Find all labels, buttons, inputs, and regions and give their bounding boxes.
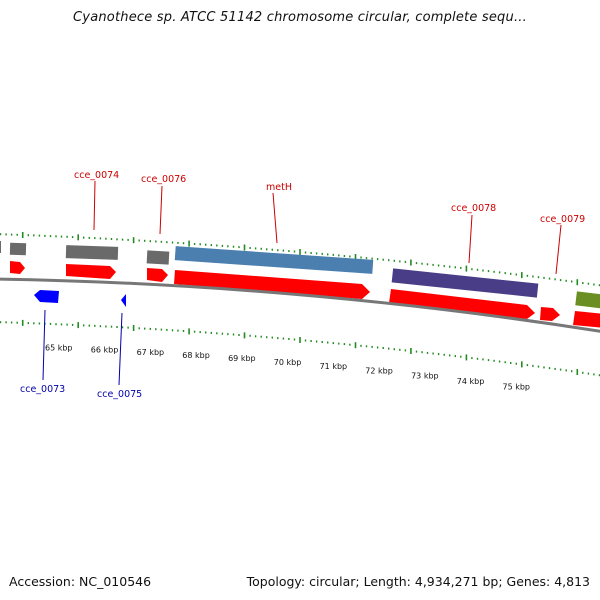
label-leader [93, 180, 96, 231]
gene-arrow-forward [174, 270, 370, 299]
gene-arrow-reverse [121, 294, 126, 307]
scale-labels: 65 kbp 66 kbp 67 kbp 68 kbp 69 kbp 70 kbp 71 k… [45, 343, 530, 391]
gene-label-cce-0075: cce_0075 [97, 389, 142, 400]
scale-label: 75 kbp [503, 383, 531, 392]
forward-cds-track [10, 261, 600, 328]
chromosome-backbone [0, 277, 600, 333]
gene-arrow-reverse [34, 290, 59, 303]
accession-text: Accession: NC_010546 [9, 574, 152, 589]
gene-arrow-forward [147, 268, 168, 282]
reverse-cds-track [34, 290, 126, 307]
gene-label-cce-0078: cce_0078 [451, 203, 496, 214]
scale-label: 70 kbp [274, 358, 302, 367]
feature-bar-purple [391, 268, 539, 298]
label-leader [272, 192, 278, 244]
label-leader [555, 224, 562, 275]
gene-label-cce-0073: cce_0073 [20, 384, 65, 395]
label-leader [118, 312, 123, 386]
map-title: Cyanothece sp. ATCC 51142 chromosome cir… [73, 10, 527, 25]
gene-label-cce-0074: cce_0074 [74, 170, 119, 181]
scale-label: 65 kbp [45, 343, 73, 352]
gene-label-meth: metH [266, 182, 292, 193]
feature-bar-steelblue [174, 246, 374, 274]
gene-arrow-forward [66, 264, 116, 279]
feature-bar-gray [65, 245, 119, 260]
scale-label: 67 kbp [137, 348, 165, 357]
label-leader [42, 309, 46, 381]
feature-bar-olive [575, 291, 600, 309]
gene-arrow-forward [540, 307, 560, 321]
feature-bar-gray [0, 241, 1, 253]
gene-arrow-forward [573, 311, 600, 328]
gene-labels: cce_0074 cce_0076 metH cce_0078 cce_0079… [20, 170, 585, 400]
scale-label: 72 kbp [365, 367, 393, 376]
scale-label: 71 kbp [320, 362, 348, 371]
label-leader [159, 185, 163, 235]
gene-label-cce-0076: cce_0076 [141, 174, 186, 185]
scale-label: 74 kbp [457, 377, 485, 386]
gene-label-cce-0079: cce_0079 [540, 214, 585, 225]
label-leader [468, 214, 473, 264]
gene-arrow-forward [389, 289, 535, 319]
function-track [0, 241, 600, 309]
feature-bar-gray [146, 250, 170, 265]
genome-summary-text: Topology: circular; Length: 4,934,271 bp… [246, 574, 590, 589]
feature-bar-gray [9, 242, 27, 256]
scale-label: 68 kbp [182, 351, 210, 360]
scale-label: 73 kbp [411, 372, 439, 381]
scale-label: 66 kbp [91, 345, 119, 354]
scale-label: 69 kbp [228, 354, 256, 363]
outer-tick-ring [0, 232, 600, 287]
gene-arrow-forward [10, 261, 25, 274]
